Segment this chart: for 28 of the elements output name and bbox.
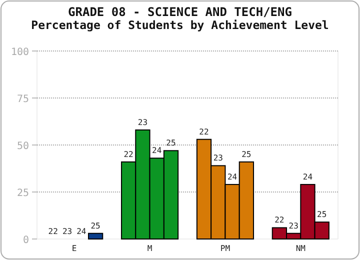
text: 24	[302, 172, 313, 182]
text: 25	[242, 150, 252, 159]
chart-title: GRADE 08 - SCIENCE AND TECH/ENG	[68, 5, 292, 19]
text: 25	[166, 138, 176, 148]
y-tick-label: 100	[10, 47, 29, 58]
x-tick-label: M	[147, 244, 152, 253]
text: 23	[288, 221, 298, 230]
text: 24	[76, 227, 86, 236]
x-tick-label: E	[72, 244, 77, 253]
x-tick-label: NM	[296, 244, 306, 253]
series-label: 24	[152, 146, 162, 156]
text: 22	[199, 127, 209, 136]
text: 24	[227, 172, 238, 182]
chart-subtitle: Percentage of Students by Achievement Level	[31, 18, 329, 32]
series-label: 23	[213, 154, 224, 163]
text: 22	[274, 216, 284, 225]
bar	[88, 232, 104, 240]
y-tick-label: 25	[16, 188, 29, 199]
x-tick-label: PM	[220, 244, 230, 253]
y-tick-label: 0	[22, 235, 29, 246]
text: 25	[317, 210, 327, 220]
text: 22	[48, 227, 58, 236]
text: 23	[138, 118, 148, 127]
y-tick-label: 75	[16, 94, 29, 105]
series-label: 22	[124, 150, 134, 159]
text: 23	[62, 227, 72, 236]
series-label: 25	[90, 221, 101, 230]
y-tick-label: 50	[16, 141, 29, 152]
